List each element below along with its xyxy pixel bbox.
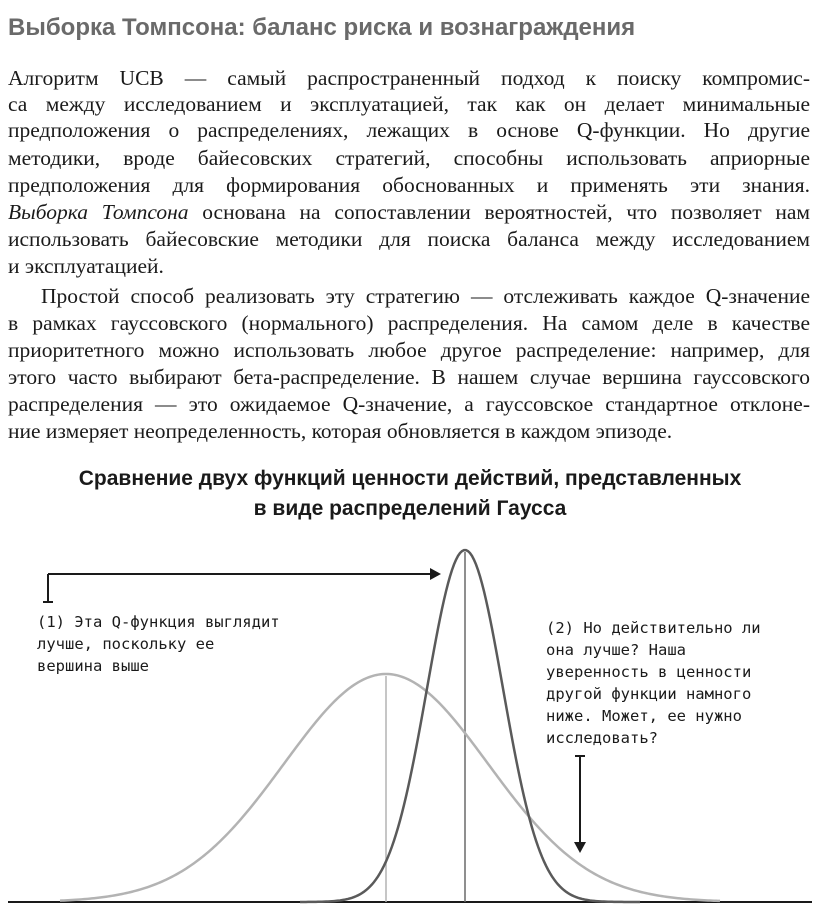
paragraph-line: этого часто выбирают бета-распределение.… [8,365,810,389]
paragraph-line: предположения о распределениях, лежащих … [8,118,810,142]
narrow-gaussian-curve [299,548,640,904]
paragraph-line: Выборка Томпсона основана на сопоставлен… [8,199,810,225]
paragraph-line: приоритетного можно использовать любое д… [8,338,810,362]
paragraph-line: в рамках гауссовского (нормального) расп… [8,311,810,335]
section-heading: Выборка Томпсона: баланс риска и вознагр… [8,14,636,41]
callout-line: (1) Эта Q-функция выглядит [37,613,280,631]
paragraph-line: ние измеряет неопределенность, которая о… [8,419,673,443]
figure-title: Сравнение двух функций ценности действий… [78,467,742,490]
callout-1-arrow [43,568,441,603]
paragraph-text: основана на сопоставлении вероятностей, … [188,200,810,224]
callout-line: уверенность в ценности [546,663,752,681]
callout-2-arrow [574,755,586,853]
paragraph-line: и эксплуатацией. [8,254,164,278]
callout-line: лучше, поскольку ее [37,635,215,653]
paragraph-line: Простой способ реализовать эту стратегию… [41,284,810,308]
callout-line: (2) Но действительно ли [546,619,761,637]
paragraph-line: предположения для формирования обоснован… [8,173,810,197]
paragraph-line: са между исследованием и эксплуатацией, … [8,92,810,116]
callout-2: (2) Но действительно ли она лучше? Наша … [546,617,761,749]
callout-line: исследовать? [546,729,658,747]
paragraph-line: распределения — это ожидаемое Q-значение… [8,392,810,416]
gaussian-figure [8,548,812,904]
paragraph-line: использовать байесовские методики для по… [8,227,810,251]
paragraph-line: Алгоритм UCB — самый распространенный по… [8,66,810,90]
paragraph-line: методики, вроде байесовских стратегий, с… [8,146,810,170]
callout-line: она лучше? Наша [546,641,686,659]
callout-line: вершина выше [37,657,149,675]
callout-1: (1) Эта Q-функция выглядит лучше, поскол… [37,611,280,677]
wide-gaussian-curve [59,672,721,903]
figure-title: в виде распределений Гаусса [253,497,567,520]
emphasized-term: Выборка Томпсона [8,200,189,224]
callout-line: другой функции намного [546,685,752,703]
callout-line: ниже. Может, ее нужно [546,707,742,725]
